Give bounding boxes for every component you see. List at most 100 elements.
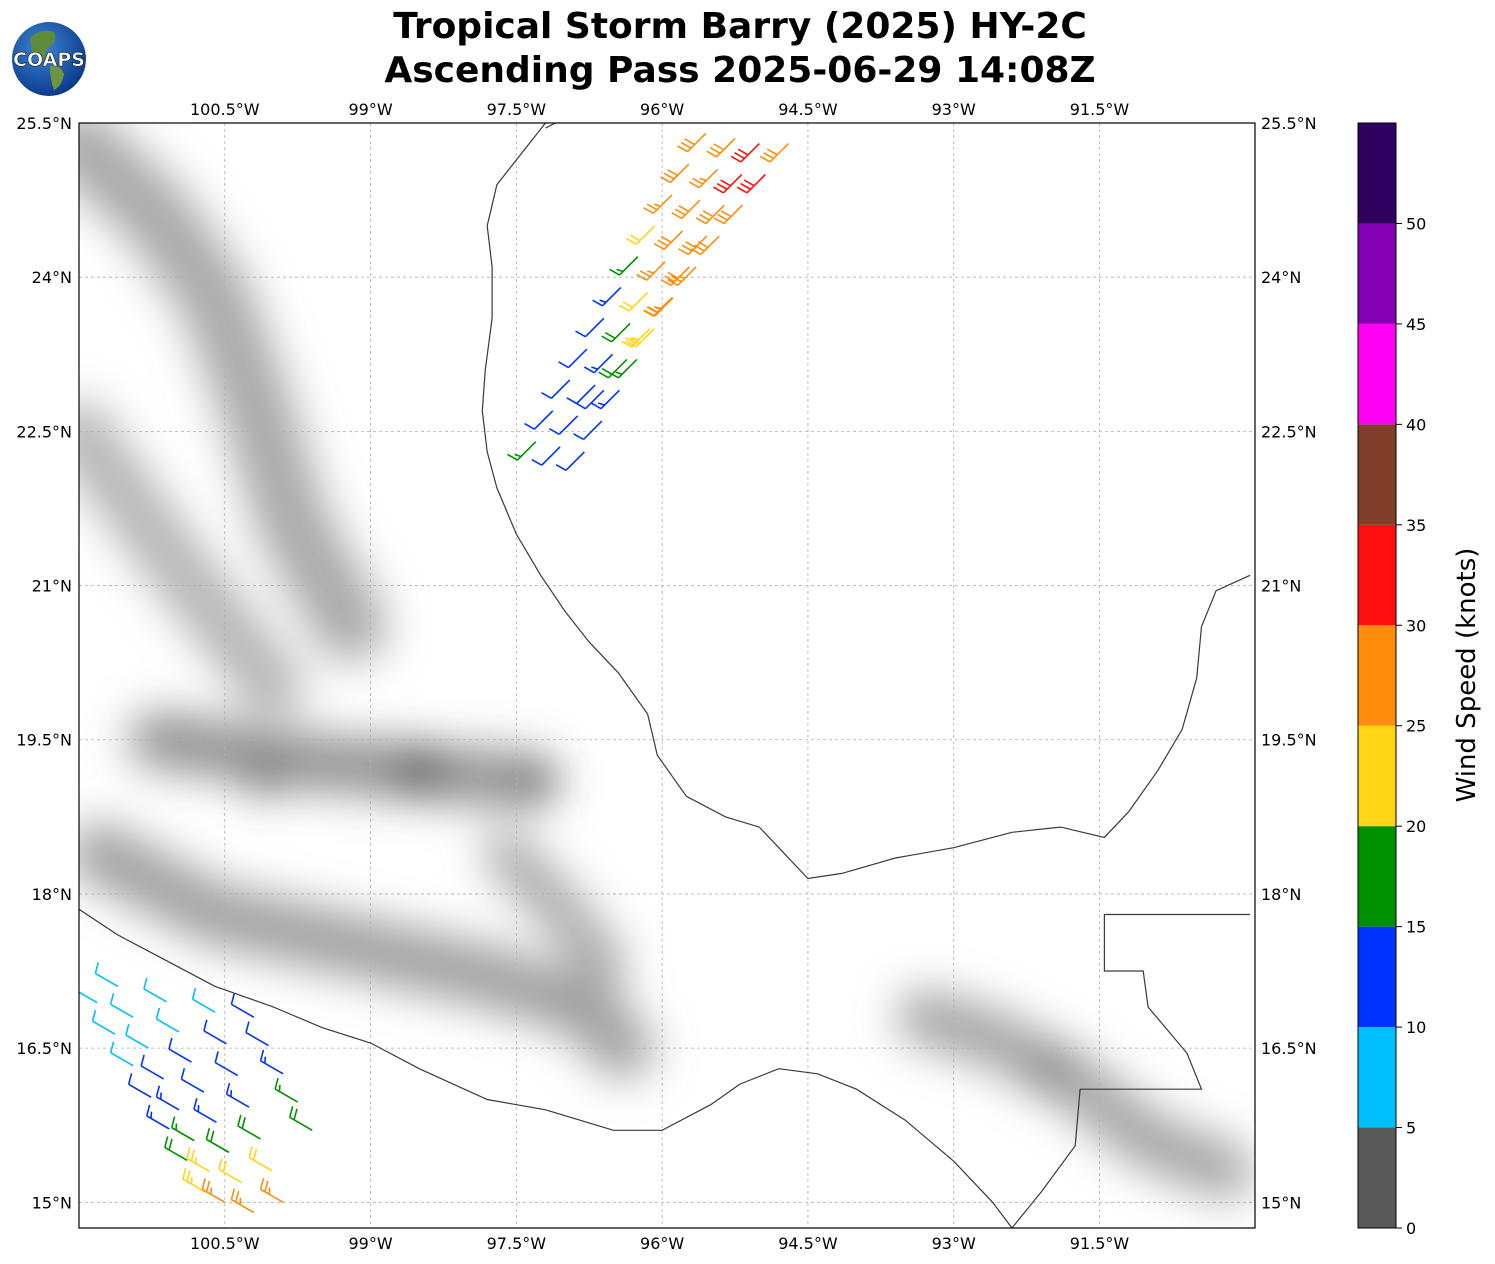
wind-barb [541, 379, 571, 400]
wind-barb [524, 410, 554, 430]
colorbar-bin [1358, 1127, 1396, 1228]
wind-barb [214, 1051, 239, 1077]
barb-feather [203, 1019, 208, 1032]
barb-feather [127, 1073, 133, 1085]
barb-feather [713, 186, 724, 194]
barb-feather [688, 181, 700, 189]
colorbar-bin [1358, 725, 1396, 827]
colorbar-tick-label: 40 [1406, 415, 1426, 434]
barb-shaft [192, 998, 216, 1013]
wind-barb [145, 1104, 170, 1130]
barb-feather [647, 306, 659, 314]
wind-barb [555, 451, 585, 472]
barb-shaft [584, 317, 605, 338]
barb-feather [644, 309, 656, 317]
wind-barb [618, 292, 649, 312]
terrain-peak [249, 766, 278, 795]
wind-barb [155, 1085, 180, 1111]
barb-feather [713, 143, 725, 151]
colorbar-bin [1358, 223, 1396, 324]
barb-feather [597, 402, 605, 406]
barb-feather [601, 335, 613, 343]
barb-feather [56, 947, 59, 958]
wind-barb [575, 317, 605, 338]
wind-barb [609, 256, 639, 276]
barb-shaft [110, 1052, 134, 1067]
lon-label-bottom: 93°W [932, 1234, 976, 1253]
barb-feather [193, 1098, 198, 1110]
colorbar: 0 5 10 15 20 25 30 35 40 45 50 [1357, 122, 1426, 1238]
barb-feather [632, 337, 639, 341]
colorbar-tick-label: 5 [1406, 1119, 1416, 1138]
logo-text: COAPS [13, 49, 85, 71]
lon-label-bottom: 96°W [640, 1234, 684, 1253]
barb-feather [730, 155, 742, 163]
barb-feather [248, 1146, 253, 1158]
terrain-peak [524, 764, 557, 797]
wind-barb [644, 297, 674, 317]
wind-barb [168, 1037, 192, 1063]
wind-barb [653, 230, 684, 251]
barb-feather [653, 242, 665, 251]
barb-feather [737, 148, 749, 156]
colorbar-tick-label: 45 [1406, 315, 1426, 334]
wind-barb [558, 348, 588, 369]
terrain-ridge [79, 822, 654, 1079]
barb-feather [759, 155, 771, 163]
barb-feather [667, 169, 678, 177]
barb-feather [699, 177, 707, 182]
barb-feather [743, 179, 755, 187]
wind-barb [573, 420, 603, 441]
barb-feather [624, 337, 636, 345]
barb-feather [140, 1054, 145, 1067]
lat-label-right: 15°N [1261, 1193, 1301, 1212]
lon-label-bottom: 99°W [348, 1234, 392, 1253]
barb-feather [653, 203, 661, 208]
barb-feather [230, 993, 236, 1005]
barb-feather [736, 186, 748, 194]
barb-shaft [541, 446, 561, 466]
barb-feather [155, 1007, 161, 1020]
terrain-peak [1036, 1054, 1065, 1083]
wind-barb [677, 132, 707, 153]
barb-feather [222, 1160, 227, 1173]
wind-barb [548, 415, 579, 436]
barb-feather [186, 1170, 191, 1182]
barb-feather [75, 979, 78, 990]
wind-barb [621, 328, 651, 348]
barb-feather [575, 330, 586, 338]
wind-barb [170, 1116, 195, 1142]
globe-logo-icon: COAPS [12, 22, 86, 96]
terrain-ridge [484, 830, 627, 989]
colorbar-bin [1358, 323, 1396, 425]
barb-shaft [94, 972, 119, 988]
coastline-border_usa [545, 123, 556, 129]
barb-feather [629, 337, 640, 345]
wind-barb [667, 266, 697, 286]
barb-feather [541, 392, 552, 400]
coastline-pacific [79, 908, 1013, 1228]
wind-barb [205, 1128, 230, 1154]
colorbar-frame [1357, 122, 1397, 1229]
barb-feather [680, 141, 692, 149]
barb-feather [681, 244, 693, 252]
lat-label-right: 25.5°N [1261, 114, 1317, 133]
barb-feather [694, 244, 705, 252]
title-line-2: Ascending Pass 2025-06-29 14:08Z [384, 50, 1096, 91]
barb-shaft [110, 1003, 134, 1018]
barb-feather [671, 275, 682, 283]
wind-barb [713, 173, 743, 194]
lat-label-right: 16.5°N [1261, 1039, 1317, 1058]
barb-feather [125, 1023, 130, 1036]
barb-feather [763, 152, 775, 160]
barb-feather [706, 150, 718, 158]
wind-barb [143, 977, 167, 1003]
wind-barb [109, 993, 134, 1018]
barb-feather [766, 148, 778, 156]
barb-feather [616, 268, 624, 273]
barb-feather [685, 241, 696, 249]
barb-shaft [231, 1003, 255, 1018]
barb-feather [664, 275, 675, 283]
wind-barb [274, 1077, 299, 1103]
barb-feather [740, 182, 751, 190]
